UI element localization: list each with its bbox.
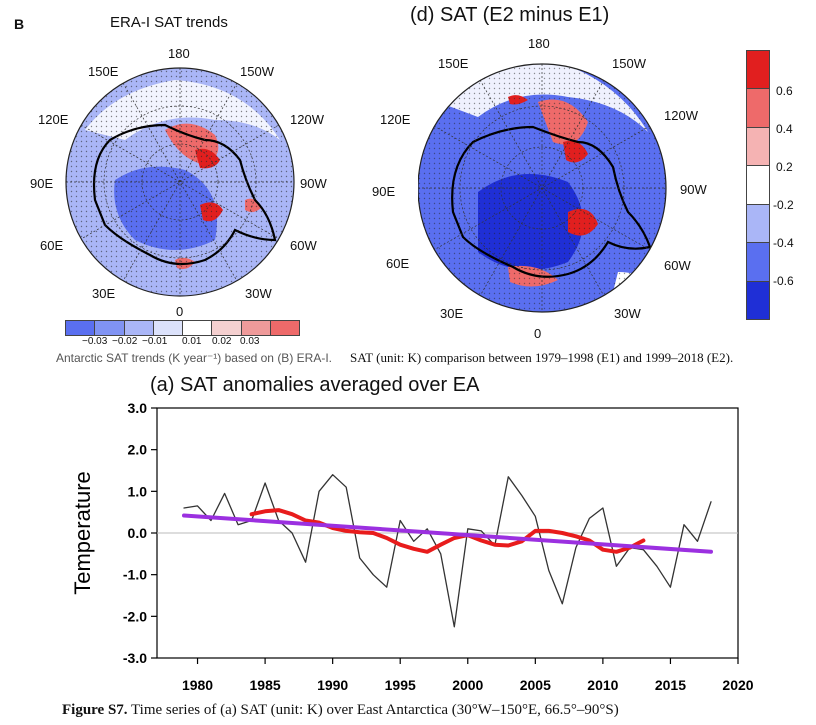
timeseries-chart: 3.0 2.0 1.0 0.0 -1.0 -2.0 -3.0 1980 1985 1990 1995… <box>70 400 754 693</box>
x-tick-label: 2000 <box>452 677 483 693</box>
x-tick-label: 1980 <box>182 677 213 693</box>
b-lon-120e: 120E <box>38 112 69 127</box>
d-lon-180: 180 <box>528 36 550 51</box>
b-lon-30w: 30W <box>245 286 272 301</box>
b-cbar-tick-3: −0.01 <box>142 336 168 347</box>
d-lon-120w: 120W <box>664 108 698 123</box>
panel-d-title: (d) SAT (E2 minus E1) <box>410 4 610 26</box>
b-cbar-tick-6: 0.03 <box>240 336 260 347</box>
d-lon-150w: 150W <box>612 56 646 71</box>
d-cbar-tick-3: 0.2 <box>776 160 793 174</box>
panel-d-colorbar <box>746 50 770 320</box>
panel-d-caption: SAT (unit: K) comparison between 1979–19… <box>350 350 734 365</box>
x-tick-label: 2020 <box>722 677 753 693</box>
figure-caption-text: Time series of (a) SAT (unit: K) over Ea… <box>127 702 619 718</box>
panel-b-letter: B <box>14 16 25 32</box>
panel-b-colorbar <box>65 320 300 336</box>
timeseries-title: (a) SAT anomalies averaged over EA <box>150 374 480 396</box>
b-lon-90e: 90E <box>30 176 54 191</box>
figure-caption: Figure S7. Time series of (a) SAT (unit:… <box>62 702 619 719</box>
b-cbar-tick-5: 0.02 <box>212 336 232 347</box>
y-tick-label: 0.0 <box>128 525 148 541</box>
d-lon-0: 0 <box>534 326 542 341</box>
b-lon-90w: 90W <box>300 176 327 191</box>
d-lon-90e: 90E <box>372 184 396 199</box>
d-lon-120e: 120E <box>380 112 411 127</box>
x-tick-label: 1995 <box>385 677 416 693</box>
d-lon-90w: 90W <box>680 182 707 197</box>
y-tick-label: -2.0 <box>123 608 147 624</box>
antarctic-coastline <box>92 123 277 266</box>
x-tick-label: 2010 <box>587 677 618 693</box>
b-cbar-tick-4: 0.01 <box>182 336 202 347</box>
series-annual-anomaly <box>183 474 712 628</box>
b-cbar-tick-2: −0.02 <box>112 336 138 347</box>
series-linear-trend <box>182 513 713 554</box>
d-cbar-tick-4: -0.2 <box>773 198 794 212</box>
b-lon-150e: 150E <box>88 64 119 79</box>
d-lon-30w: 30W <box>614 306 641 321</box>
panel-b-caption: Antarctic SAT trends (K year⁻¹) based on… <box>56 351 332 365</box>
b-lon-60w: 60W <box>290 238 317 253</box>
d-cbar-tick-1: 0.6 <box>776 84 793 98</box>
b-lon-60e: 60E <box>40 238 64 253</box>
y-tick-label: 2.0 <box>128 442 148 458</box>
b-lon-0: 0 <box>176 304 184 319</box>
d-cbar-tick-6: -0.6 <box>773 274 794 288</box>
figure-caption-label: Figure S7. <box>62 702 128 718</box>
d-cbar-tick-5: -0.4 <box>773 236 794 250</box>
d-cbar-tick-2: 0.4 <box>776 122 793 136</box>
d-lon-60e: 60E <box>386 256 410 271</box>
y-tick-label: -1.0 <box>123 567 147 583</box>
antarctic-coastline-d <box>451 125 652 278</box>
x-tick-label: 2015 <box>655 677 686 693</box>
d-lon-150e: 150E <box>438 56 469 71</box>
d-lon-30e: 30E <box>440 306 464 321</box>
d-lon-60w: 60W <box>664 258 691 273</box>
b-lon-150w: 150W <box>240 64 274 79</box>
x-tick-label: 1985 <box>250 677 281 693</box>
panel-b-title: ERA-I SAT trends <box>110 14 228 31</box>
panel-d-polar-map <box>418 63 667 313</box>
y-axis-label: Temperature <box>70 471 95 595</box>
panel-b-polar-map <box>65 67 295 297</box>
b-lon-180: 180 <box>168 46 190 61</box>
series-running-mean <box>249 508 646 554</box>
b-lon-30e: 30E <box>92 286 116 301</box>
b-cbar-tick-1: −0.03 <box>82 336 108 347</box>
x-tick-label: 1990 <box>317 677 348 693</box>
y-tick-label: 3.0 <box>128 400 148 416</box>
y-tick-label: 1.0 <box>128 483 148 499</box>
x-tick-label: 2005 <box>520 677 551 693</box>
y-tick-label: -3.0 <box>123 650 147 666</box>
b-lon-120w: 120W <box>290 112 324 127</box>
